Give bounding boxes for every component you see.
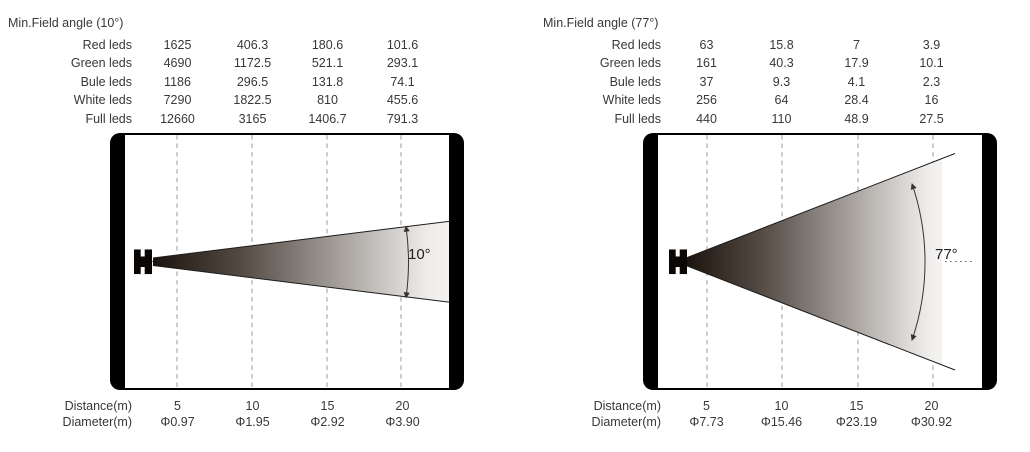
lux-value: 293.1 [386, 56, 419, 71]
diameter-value: Φ0.97 [160, 414, 195, 429]
diameter-value: Φ23.19 [835, 414, 878, 429]
row-label: Red leds [82, 38, 132, 52]
beam-unit-77deg: Min.Field angle (77°) Red leds 63 15.8 7… [515, 0, 1030, 452]
row-label: Full leds [614, 111, 661, 126]
beam-diagram-svg [669, 135, 974, 388]
lux-value: 256 [696, 93, 717, 108]
row-label: Bule leds [609, 74, 661, 89]
lux-value: 3.9 [922, 38, 941, 52]
lux-table: Red leds 63 15.8 7 3.9 Green leds 161 40… [515, 36, 969, 128]
lux-value: 40.3 [769, 56, 794, 71]
lux-value: 440 [696, 111, 717, 126]
lux-value: 63 [699, 38, 714, 52]
distance-diameter-table: Distance(m) 5 10 15 20 Diameter(m) Φ7.73… [515, 399, 969, 431]
lux-value: 406.3 [236, 38, 269, 52]
lux-value: 4690 [163, 56, 192, 71]
distance-value: 10 [774, 399, 789, 413]
lux-value: 131.8 [311, 74, 344, 89]
lux-value: 1822.5 [233, 93, 272, 108]
lux-value: 1625 [163, 38, 192, 52]
lux-value: 28.4 [844, 93, 869, 108]
distance-row-label: Distance(m) [64, 399, 132, 413]
diameter-value: Φ15.46 [760, 414, 803, 429]
distance-value: 15 [849, 399, 864, 413]
diameter-value: Φ3.90 [385, 414, 420, 429]
lux-value: 810 [317, 93, 338, 108]
row-label: Green leds [599, 56, 661, 71]
fixture-icon [669, 249, 687, 275]
lux-value: 791.3 [386, 111, 419, 126]
lux-value: 1172.5 [233, 56, 272, 71]
lux-value: 455.6 [386, 93, 419, 108]
beam-cone [686, 158, 942, 365]
lux-value: 2.3 [922, 74, 941, 89]
angle-arc [910, 183, 926, 341]
distance-value: 10 [245, 399, 260, 413]
diameter-row-label: Diameter(m) [62, 414, 132, 429]
row-label: White leds [602, 93, 661, 108]
beam-edge-line [152, 220, 449, 259]
beam-cone [153, 221, 449, 303]
lux-value: 17.9 [844, 56, 869, 71]
beam-edge-line [685, 153, 956, 259]
diameter-row-label: Diameter(m) [591, 414, 661, 429]
lux-value: 3165 [238, 111, 267, 126]
angle-label: 77° [935, 246, 958, 263]
lux-value: 296.5 [236, 74, 269, 89]
fixture-icon [134, 249, 152, 275]
panel-title: Min.Field angle (77°) [543, 16, 659, 30]
distance-value: 15 [320, 399, 335, 413]
diameter-value: Φ1.95 [235, 414, 270, 429]
beam-diagram: 77° [643, 133, 997, 390]
beam-diagram: 10° [110, 133, 464, 390]
lux-value: 7290 [163, 93, 192, 108]
beam-unit-10deg: Min.Field angle (10°) Red leds 1625 406.… [0, 16, 464, 431]
lux-value: 4.1 [847, 74, 866, 89]
diameter-value: Φ7.73 [689, 414, 724, 429]
diameter-value: Φ30.92 [910, 414, 953, 429]
lux-value: 74.1 [390, 74, 415, 89]
beam-diagram-svg [134, 135, 449, 388]
distance-value: 5 [174, 399, 181, 413]
lux-value: 1186 [164, 74, 191, 89]
lux-value: 101.6 [386, 38, 419, 52]
lux-value: 16 [924, 93, 939, 108]
row-label: White leds [73, 93, 132, 108]
lux-value: 37 [699, 74, 714, 89]
row-label: Green leds [70, 56, 132, 71]
row-label: Bule leds [80, 74, 132, 89]
lux-value: 1406.7 [308, 111, 347, 126]
lux-value: 110 [771, 111, 792, 126]
lux-value: 64 [774, 93, 789, 108]
lux-value: 15.8 [769, 38, 794, 52]
row-label: Full leds [85, 111, 132, 126]
distance-diameter-table: Distance(m) 5 10 15 20 Diameter(m) Φ0.97… [0, 399, 440, 431]
lux-value: 27.5 [919, 111, 944, 126]
panel-title: Min.Field angle (10°) [8, 16, 124, 30]
lux-value: 7 [853, 38, 860, 52]
distance-row-label: Distance(m) [593, 399, 661, 413]
lux-table: Red leds 1625 406.3 180.6 101.6 Green le… [0, 36, 440, 128]
lux-value: 10.1 [919, 56, 944, 71]
lux-value: 9.3 [772, 74, 791, 89]
diameter-value: Φ2.92 [310, 414, 345, 429]
angle-label: 10° [408, 246, 431, 263]
beam-edge-line [685, 265, 956, 371]
lux-value: 521.1 [311, 56, 344, 71]
distance-value: 20 [395, 399, 410, 413]
angle-arc [403, 225, 410, 299]
lux-value: 161 [696, 56, 717, 71]
distance-value: 20 [924, 399, 939, 413]
lux-value: 48.9 [844, 111, 869, 126]
lux-value: 180.6 [311, 38, 344, 52]
row-label: Red leds [611, 38, 661, 52]
distance-value: 5 [703, 399, 710, 413]
lux-value: 12660 [160, 111, 195, 126]
beam-edge-line [152, 265, 449, 303]
